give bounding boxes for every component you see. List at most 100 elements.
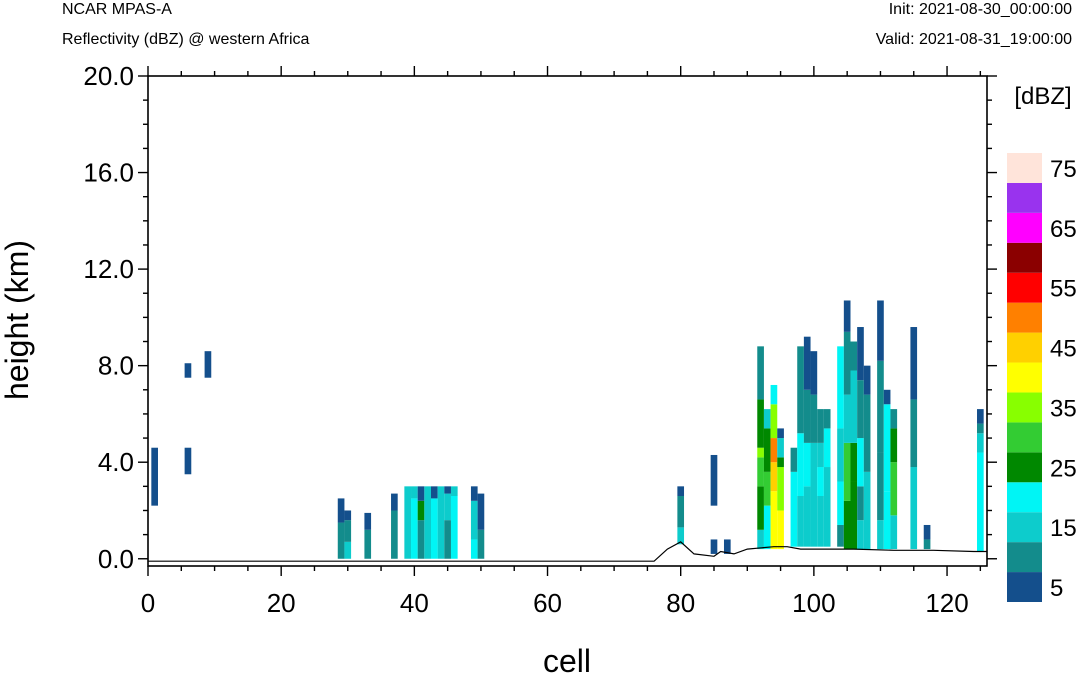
reflectivity-cell xyxy=(450,496,458,559)
reflectivity-cell xyxy=(770,404,778,439)
reflectivity-cell xyxy=(437,486,445,559)
reflectivity-cell xyxy=(863,471,871,550)
reflectivity-cell xyxy=(910,327,918,400)
reflectivity-cell xyxy=(850,481,858,550)
reflectivity-cell xyxy=(770,438,778,463)
colorbar-label: 55 xyxy=(1050,276,1077,303)
reflectivity-cell xyxy=(797,433,804,496)
x-tick-label: 80 xyxy=(666,588,695,618)
plot-frame xyxy=(147,75,988,567)
colorbar-label: 45 xyxy=(1050,336,1077,363)
reflectivity-cell xyxy=(151,447,158,506)
y-tick-label: 4.0 xyxy=(98,447,134,477)
reflectivity-cell xyxy=(823,409,831,429)
x-tick-label: 60 xyxy=(533,588,562,618)
reflectivity-cell xyxy=(890,428,898,463)
reflectivity-cell xyxy=(810,442,818,547)
y-tick-label: 0.0 xyxy=(98,544,134,574)
x-tick-label: 20 xyxy=(267,588,296,618)
colorbar-swatch xyxy=(1007,422,1042,453)
colorbar-swatch xyxy=(1007,512,1042,543)
reflectivity-cell xyxy=(431,486,438,499)
reflectivity-cell xyxy=(364,529,372,559)
x-axis-title: cell xyxy=(543,643,591,677)
colorbar-swatch xyxy=(1007,572,1042,602)
colorbar-swatch xyxy=(1007,272,1042,303)
colorbar: 5 15 25 35 45 55 65 75 xyxy=(1007,153,1077,602)
y-tick-label: 8.0 xyxy=(98,351,134,381)
reflectivity-cell xyxy=(863,394,871,472)
valid-time: Valid: 2021-08-31_19:00:00 xyxy=(875,31,1072,48)
reflectivity-cell xyxy=(757,447,764,458)
reflectivity-cell xyxy=(857,438,864,487)
reflectivity-cell xyxy=(431,498,438,559)
colorbar-swatch xyxy=(1007,482,1042,513)
reflectivity-cell xyxy=(803,442,811,487)
y-tick-label: 16.0 xyxy=(83,158,134,188)
y-axis-title: height (km) xyxy=(0,240,35,400)
reflectivity-cell xyxy=(763,428,771,472)
reflectivity-cell xyxy=(777,467,784,511)
reflectivity-cell xyxy=(857,486,864,521)
reflectivity-cell xyxy=(417,486,425,501)
reflectivity-cell xyxy=(344,520,352,542)
reflectivity-cell xyxy=(770,462,778,492)
field-description: Reflectivity (dBZ) @ western Africa xyxy=(62,31,310,48)
reflectivity-cell xyxy=(843,394,851,443)
x-tick-label: 120 xyxy=(925,588,968,618)
reflectivity-cell xyxy=(723,539,731,554)
reflectivity-cell xyxy=(477,529,485,559)
plot-area xyxy=(148,76,987,566)
colorbar-unit: [dBZ] xyxy=(1014,83,1071,110)
reflectivity-cell xyxy=(890,462,898,516)
reflectivity-cell xyxy=(444,486,451,494)
reflectivity-cell xyxy=(817,496,824,547)
reflectivity-cell xyxy=(977,452,984,552)
reflectivity-cell xyxy=(184,363,192,378)
reflectivity-cell xyxy=(910,399,918,468)
x-tick-label: 100 xyxy=(792,588,835,618)
reflectivity-cell xyxy=(823,428,831,468)
reflectivity-cell xyxy=(424,486,431,559)
reflectivity-cell xyxy=(417,520,425,559)
reflectivity-cell xyxy=(843,300,851,332)
reflectivity-cell xyxy=(883,491,891,550)
reflectivity-cell xyxy=(890,515,898,550)
init-time: Init: 2021-08-30_00:00:00 xyxy=(888,1,1072,18)
reflectivity-cell xyxy=(450,486,458,496)
colorbar-swatch xyxy=(1007,302,1042,333)
colorbar-swatch xyxy=(1007,392,1042,423)
reflectivity-cell xyxy=(677,527,685,545)
reflectivity-cell xyxy=(923,539,931,550)
reflectivity-cell xyxy=(770,491,778,550)
reflectivity-cell xyxy=(837,428,844,482)
x-tick-label: 40 xyxy=(400,588,429,618)
reflectivity-cell xyxy=(710,454,718,506)
reflectivity-cell xyxy=(850,442,858,482)
reflectivity-cell xyxy=(757,529,764,550)
colorbar-swatch xyxy=(1007,542,1042,573)
reflectivity-cell xyxy=(923,524,931,540)
reflectivity-cell xyxy=(344,510,352,521)
reflectivity-cell xyxy=(810,394,818,443)
reflectivity-cell xyxy=(843,331,851,395)
reflectivity-cell xyxy=(677,486,685,496)
reflectivity-cell xyxy=(470,500,478,540)
reflectivity-cell xyxy=(850,370,858,443)
reflectivity-cell xyxy=(857,327,864,381)
reflectivity-cell xyxy=(417,500,425,521)
reflectivity-cell xyxy=(710,539,718,554)
reflectivity-cell xyxy=(364,512,372,530)
reflectivity-cell xyxy=(837,481,844,525)
reflectivity-cell xyxy=(770,384,778,405)
reflectivity-cell xyxy=(757,457,764,487)
colorbar-swatch xyxy=(1007,452,1042,483)
reflectivity-cell xyxy=(817,442,824,468)
terrain-line xyxy=(148,541,987,562)
colorbar-label: 65 xyxy=(1050,216,1077,243)
reflectivity-cell xyxy=(883,404,891,492)
reflectivity-cell xyxy=(803,336,811,390)
reflectivity-cell xyxy=(857,520,864,550)
reflectivity-cell xyxy=(877,452,884,521)
colorbar-label: 75 xyxy=(1050,156,1077,183)
